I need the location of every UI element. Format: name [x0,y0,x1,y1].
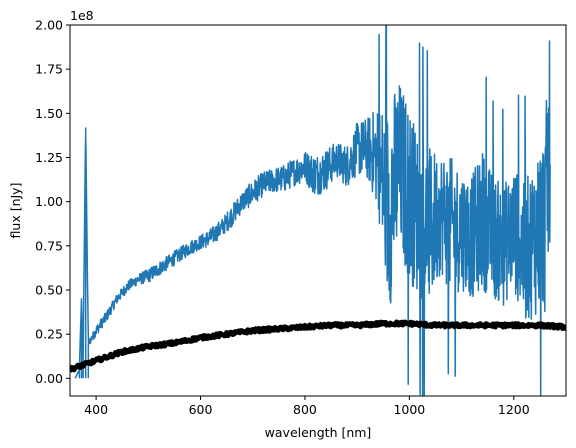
y-tick-label: 1.50 [35,106,63,121]
y-axis-ticks: 0.00 0.25 0.50 0.75 1.00 1.25 1.50 1.75 2.00 [35,18,70,386]
series-line-2 [70,319,566,373]
x-axis-label: wavelength [nm] [265,425,372,440]
y-tick-label: 1.00 [35,194,63,209]
series-layer [70,25,566,396]
y-tick-label: 1.25 [35,150,63,165]
y-tick-label: 1.75 [35,62,63,77]
y-tick-label: 2.00 [35,18,63,33]
x-tick-label: 400 [84,402,108,417]
y-tick-label: 0.00 [35,371,63,386]
x-tick-label: 1200 [498,402,530,417]
y-tick-label: 0.25 [35,327,63,342]
y-axis-label: flux [nJy] [8,183,23,239]
series-line-1 [74,25,551,396]
y-tick-label: 0.50 [35,283,63,298]
plot-frame [69,24,567,397]
x-axis-ticks: 400 600 800 1000 1200 [84,396,530,417]
x-tick-label: 600 [189,402,213,417]
y-tick-label: 0.75 [35,238,63,253]
x-tick-label: 800 [293,402,317,417]
y-axis-offset-label: 1e8 [70,8,94,23]
x-tick-label: 1000 [393,402,425,417]
